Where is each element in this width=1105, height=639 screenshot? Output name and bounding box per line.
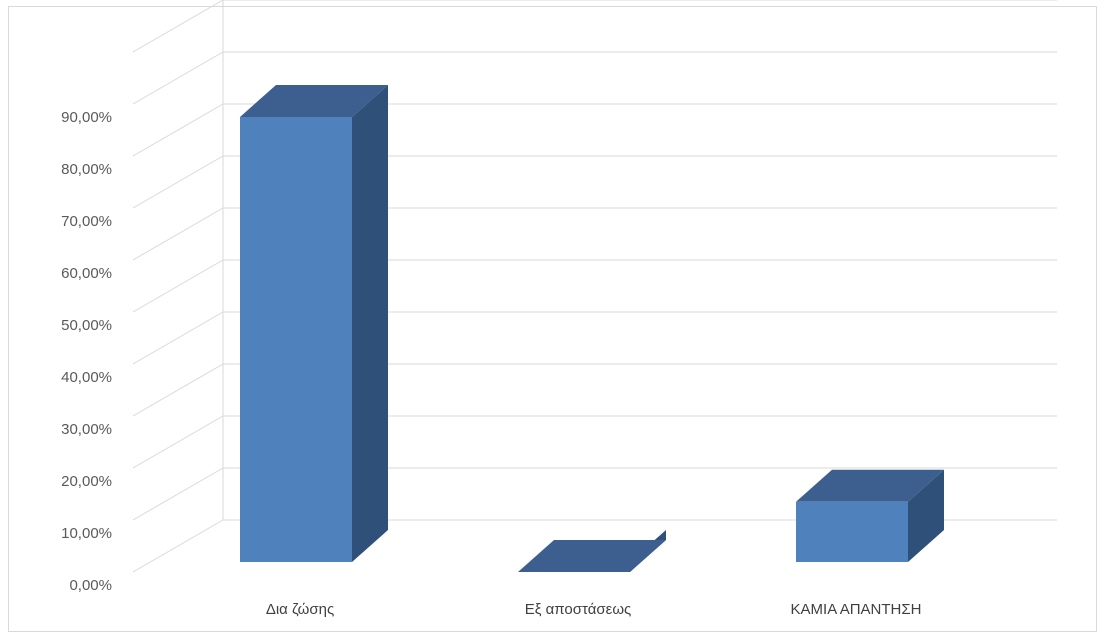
y-tick-label: 10,00% <box>61 525 112 542</box>
y-tick-label: 0,00% <box>69 577 112 594</box>
side-wall-gridline <box>132 51 224 105</box>
side-wall-gridline <box>132 415 224 469</box>
y-tick-label: 40,00% <box>61 369 112 386</box>
x-category-label: ΚΑΜΙΑ ΑΠΑΝΤΗΣΗ <box>791 601 922 618</box>
bar-front-face <box>796 501 908 562</box>
floor-side-line <box>132 519 224 573</box>
side-wall-gridline <box>132 467 224 521</box>
bars <box>240 85 944 572</box>
bar-top-face <box>796 469 944 502</box>
y-axis-ticks: 0,00% 10,00% 20,00% 30,00% 40,00% 50,00% 60,00… <box>61 109 112 594</box>
bar-front-face <box>240 117 352 562</box>
y-tick-label: 50,00% <box>61 317 112 334</box>
bar-side-face <box>908 469 944 562</box>
bar-top-face <box>240 85 388 117</box>
y-tick-label: 80,00% <box>61 161 112 178</box>
y-tick-label: 70,00% <box>61 213 112 230</box>
side-wall-gridline <box>132 103 224 157</box>
bar-2 <box>518 530 666 572</box>
y-tick-label: 90,00% <box>61 109 112 126</box>
bar-1 <box>240 85 388 562</box>
side-wall-gridline <box>132 0 224 53</box>
side-wall-gridline <box>132 207 224 261</box>
side-wall-gridline <box>132 259 224 313</box>
bar-top-face <box>518 540 666 572</box>
bar-side-face <box>352 85 388 562</box>
side-wall-gridline <box>132 363 224 417</box>
y-tick-label: 30,00% <box>61 421 112 438</box>
y-tick-label: 20,00% <box>61 473 112 490</box>
x-category-label: Δια ζώσης <box>266 601 334 618</box>
side-wall-gridline <box>132 311 224 365</box>
side-wall-gridline <box>132 155 224 209</box>
bar-3 <box>796 469 944 562</box>
y-tick-label: 60,00% <box>61 265 112 282</box>
x-axis-categories: Δια ζώσης Εξ αποστάσεως ΚΑΜΙΑ ΑΠΑΝΤΗΣΗ <box>266 601 922 618</box>
x-category-label: Εξ αποστάσεως <box>525 601 632 618</box>
